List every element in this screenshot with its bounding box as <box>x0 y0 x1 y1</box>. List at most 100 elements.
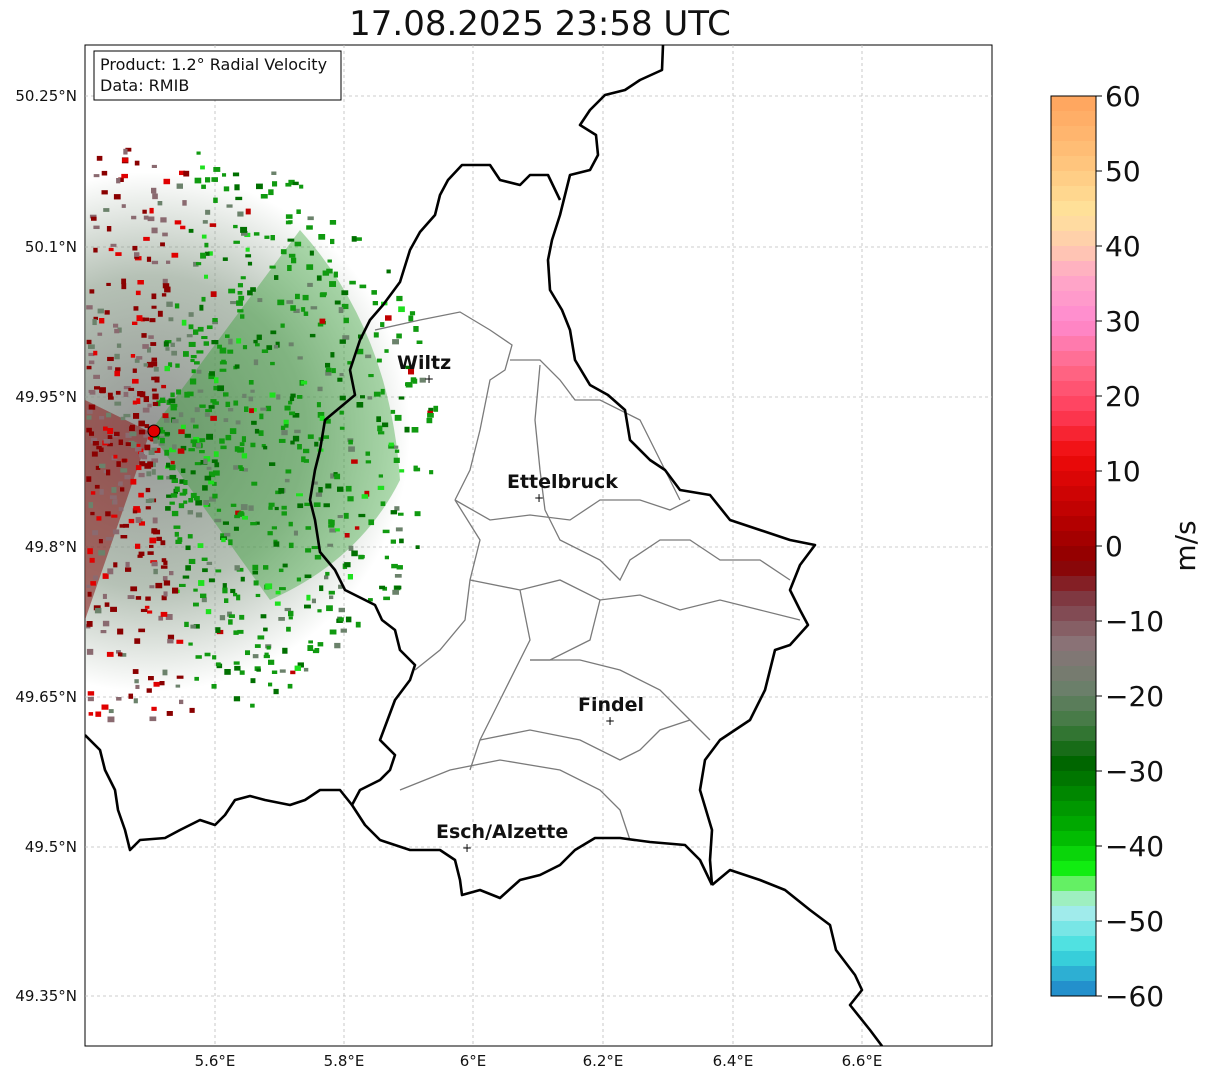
echo-pixel <box>186 334 193 338</box>
echo-pixel <box>326 605 333 612</box>
echo-pixel <box>88 502 94 509</box>
echo-pixel <box>372 301 379 306</box>
echo-pixel <box>166 260 171 264</box>
echo-pixel <box>152 401 159 407</box>
colorbar-tick: 30 <box>1105 305 1141 338</box>
echo-pixel <box>118 507 124 512</box>
echo-pixel <box>290 670 296 675</box>
echo-pixel <box>103 439 111 444</box>
echo-pixel <box>132 400 138 405</box>
echo-pixel <box>242 345 248 350</box>
echo-pixel <box>203 341 210 346</box>
echo-pixel <box>121 283 127 290</box>
echo-pixel <box>176 675 184 679</box>
echo-pixel <box>217 385 225 392</box>
echo-pixel <box>359 284 367 289</box>
echo-pixel <box>138 628 146 633</box>
colorbar-tick: −40 <box>1105 830 1164 863</box>
echo-pixel <box>169 501 175 505</box>
echo-pixel <box>224 532 231 537</box>
echo-pixel <box>183 351 189 357</box>
echo-pixel <box>338 307 344 314</box>
city-plus-icon: + <box>462 841 472 855</box>
echo-pixel <box>86 305 93 310</box>
colorbar-band <box>1051 951 1096 967</box>
city-esch-alzette: Esch/Alzette + <box>436 821 568 855</box>
lon-tick: 5.6°E <box>195 1052 236 1070</box>
echo-pixel <box>310 306 318 310</box>
echo-pixel <box>338 617 344 622</box>
colorbar-band <box>1051 351 1096 367</box>
echo-pixel <box>127 595 135 600</box>
echo-pixel <box>162 576 168 581</box>
echo-pixel <box>170 493 178 498</box>
echo-pixel <box>188 312 194 317</box>
echo-pixel <box>206 325 213 330</box>
echo-pixel <box>163 178 171 185</box>
echo-pixel <box>233 630 239 635</box>
echo-pixel <box>171 510 179 517</box>
echo-pixel <box>89 214 97 219</box>
echo-pixel <box>249 408 254 414</box>
echo-pixel <box>273 541 280 547</box>
echo-pixel <box>188 228 194 233</box>
echo-pixel <box>288 616 293 620</box>
echo-pixel <box>205 409 213 413</box>
echo-pixel <box>211 459 218 463</box>
echo-pixel <box>301 307 306 312</box>
echo-pixel <box>99 318 105 324</box>
echo-pixel <box>348 439 353 445</box>
echo-pixel <box>196 262 202 266</box>
echo-pixel <box>159 429 166 434</box>
echo-pixel <box>191 369 196 374</box>
echo-pixel <box>116 650 121 654</box>
echo-pixel <box>278 568 284 573</box>
echo-pixel <box>311 546 319 550</box>
echo-pixel <box>234 665 241 671</box>
echo-pixel <box>132 245 138 251</box>
echo-pixel <box>255 593 261 598</box>
echo-pixel <box>136 356 143 360</box>
echo-pixel <box>208 405 215 409</box>
echo-pixel <box>320 292 327 296</box>
echo-pixel <box>193 624 200 629</box>
echo-pixel <box>95 465 101 470</box>
colorbar-band <box>1051 471 1096 487</box>
echo-pixel <box>282 647 288 654</box>
echo-pixel <box>86 648 94 655</box>
colorbar-band <box>1051 666 1096 682</box>
echo-pixel <box>328 590 335 595</box>
echo-pixel <box>264 235 270 239</box>
colorbar-band <box>1051 291 1096 307</box>
echo-pixel <box>86 427 92 433</box>
echo-pixel <box>208 578 215 583</box>
echo-pixel <box>204 242 209 248</box>
echo-pixel <box>145 506 151 510</box>
city-label: Esch/Alzette <box>436 821 568 843</box>
colorbar-band <box>1051 636 1096 652</box>
echo-pixel <box>284 607 292 612</box>
echo-pixel <box>223 392 229 397</box>
echo-pixel <box>151 458 159 463</box>
echo-pixel <box>351 459 358 464</box>
echo-pixel <box>108 396 114 400</box>
echo-pixel <box>390 510 398 515</box>
echo-pixel <box>90 491 96 495</box>
echo-pixel <box>325 571 330 576</box>
echo-pixel <box>330 473 335 479</box>
echo-pixel <box>187 391 194 397</box>
echo-pixel <box>144 424 150 428</box>
colorbar-band <box>1051 981 1096 997</box>
echo-pixel <box>201 336 208 340</box>
colorbar-band <box>1051 306 1096 322</box>
echo-pixel <box>245 254 252 258</box>
echo-pixel <box>107 435 113 439</box>
colorbar-tick: 0 <box>1105 530 1123 563</box>
echo-pixel <box>116 178 121 184</box>
echo-pixel <box>116 461 121 467</box>
echo-pixel <box>113 323 119 328</box>
echo-pixel <box>253 339 258 344</box>
echo-pixel <box>285 182 292 187</box>
lat-tick: 49.5°N <box>25 838 77 856</box>
echo-pixel <box>301 380 308 385</box>
